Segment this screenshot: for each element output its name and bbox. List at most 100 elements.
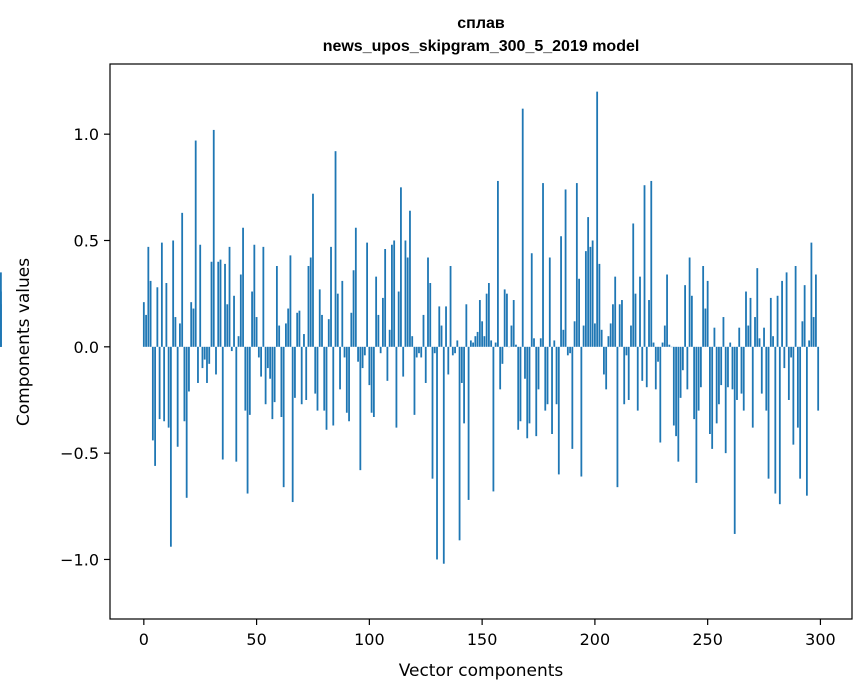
bar <box>433 346 436 354</box>
bar <box>436 346 438 560</box>
bar <box>736 346 738 400</box>
bar <box>485 293 488 347</box>
bar <box>607 336 610 347</box>
bar <box>751 346 754 428</box>
bar <box>794 266 797 347</box>
bar <box>546 346 549 405</box>
bar <box>711 346 714 449</box>
bar <box>273 346 276 403</box>
bar <box>210 261 213 347</box>
bar <box>650 180 653 347</box>
bar <box>663 325 666 347</box>
bar <box>449 266 452 347</box>
bar <box>600 329 603 347</box>
bar <box>627 346 630 400</box>
bar <box>442 346 445 564</box>
bar <box>738 327 741 347</box>
x-tick-label: 250 <box>692 630 723 649</box>
bar <box>287 308 290 347</box>
bar <box>260 346 262 377</box>
bar <box>675 346 677 437</box>
bar <box>612 304 614 347</box>
bar <box>235 346 238 462</box>
bar <box>584 251 587 347</box>
bar <box>318 289 321 347</box>
bar <box>266 346 269 369</box>
bar <box>330 246 332 347</box>
bar <box>497 180 499 347</box>
bar <box>192 308 195 347</box>
bar <box>174 317 177 347</box>
bar <box>812 317 815 347</box>
bar <box>776 295 779 347</box>
bar <box>359 346 362 471</box>
bar <box>616 346 619 488</box>
bar <box>557 346 560 475</box>
bar <box>512 300 515 347</box>
bar <box>580 346 583 477</box>
bar <box>314 346 317 394</box>
bar <box>720 346 723 386</box>
bar <box>262 246 265 347</box>
bar <box>332 346 335 426</box>
bar <box>573 321 576 347</box>
bar <box>246 346 249 494</box>
bar <box>476 331 479 347</box>
bar <box>679 346 682 398</box>
bar <box>781 280 783 347</box>
bar <box>799 346 802 479</box>
bar <box>244 346 247 411</box>
bar <box>555 346 558 405</box>
bar <box>537 346 540 390</box>
bar <box>271 346 274 420</box>
bar <box>278 325 281 347</box>
bar <box>715 346 718 424</box>
bar <box>429 283 432 347</box>
bar <box>275 266 278 347</box>
bar <box>747 325 750 347</box>
bar <box>677 346 680 462</box>
bar <box>709 346 711 434</box>
bar <box>379 346 382 354</box>
bar <box>790 346 792 358</box>
bar <box>749 297 752 347</box>
bar <box>688 257 691 347</box>
bar <box>212 129 215 347</box>
bar <box>393 240 396 347</box>
plot-frame <box>109 63 853 620</box>
bar <box>422 314 425 347</box>
bar <box>237 336 240 347</box>
bar <box>409 210 411 347</box>
chart-title: сплав <box>457 15 505 32</box>
bar <box>469 340 472 347</box>
bar <box>160 242 163 347</box>
bar <box>560 236 562 347</box>
bar <box>571 346 574 449</box>
bar <box>183 346 186 422</box>
bar <box>203 346 206 360</box>
bar <box>731 346 734 390</box>
bar <box>767 346 770 479</box>
bar <box>377 314 380 347</box>
bar <box>402 346 405 377</box>
bar <box>413 346 416 415</box>
bar <box>145 314 147 347</box>
bar <box>208 346 211 364</box>
bar <box>582 325 585 347</box>
bar <box>343 346 346 358</box>
bar <box>472 342 474 347</box>
bar <box>397 291 400 347</box>
bar <box>609 323 612 347</box>
bar <box>190 302 193 347</box>
bar <box>291 346 294 503</box>
bar <box>605 346 608 390</box>
bar <box>693 346 696 420</box>
y-tick-label: −0.5 <box>60 444 99 463</box>
bar <box>551 346 553 434</box>
bar <box>526 346 529 439</box>
bar <box>251 291 253 347</box>
x-tick-label: 100 <box>354 630 385 649</box>
bar <box>206 346 208 383</box>
bar <box>801 321 804 347</box>
bars-group <box>0 91 820 564</box>
